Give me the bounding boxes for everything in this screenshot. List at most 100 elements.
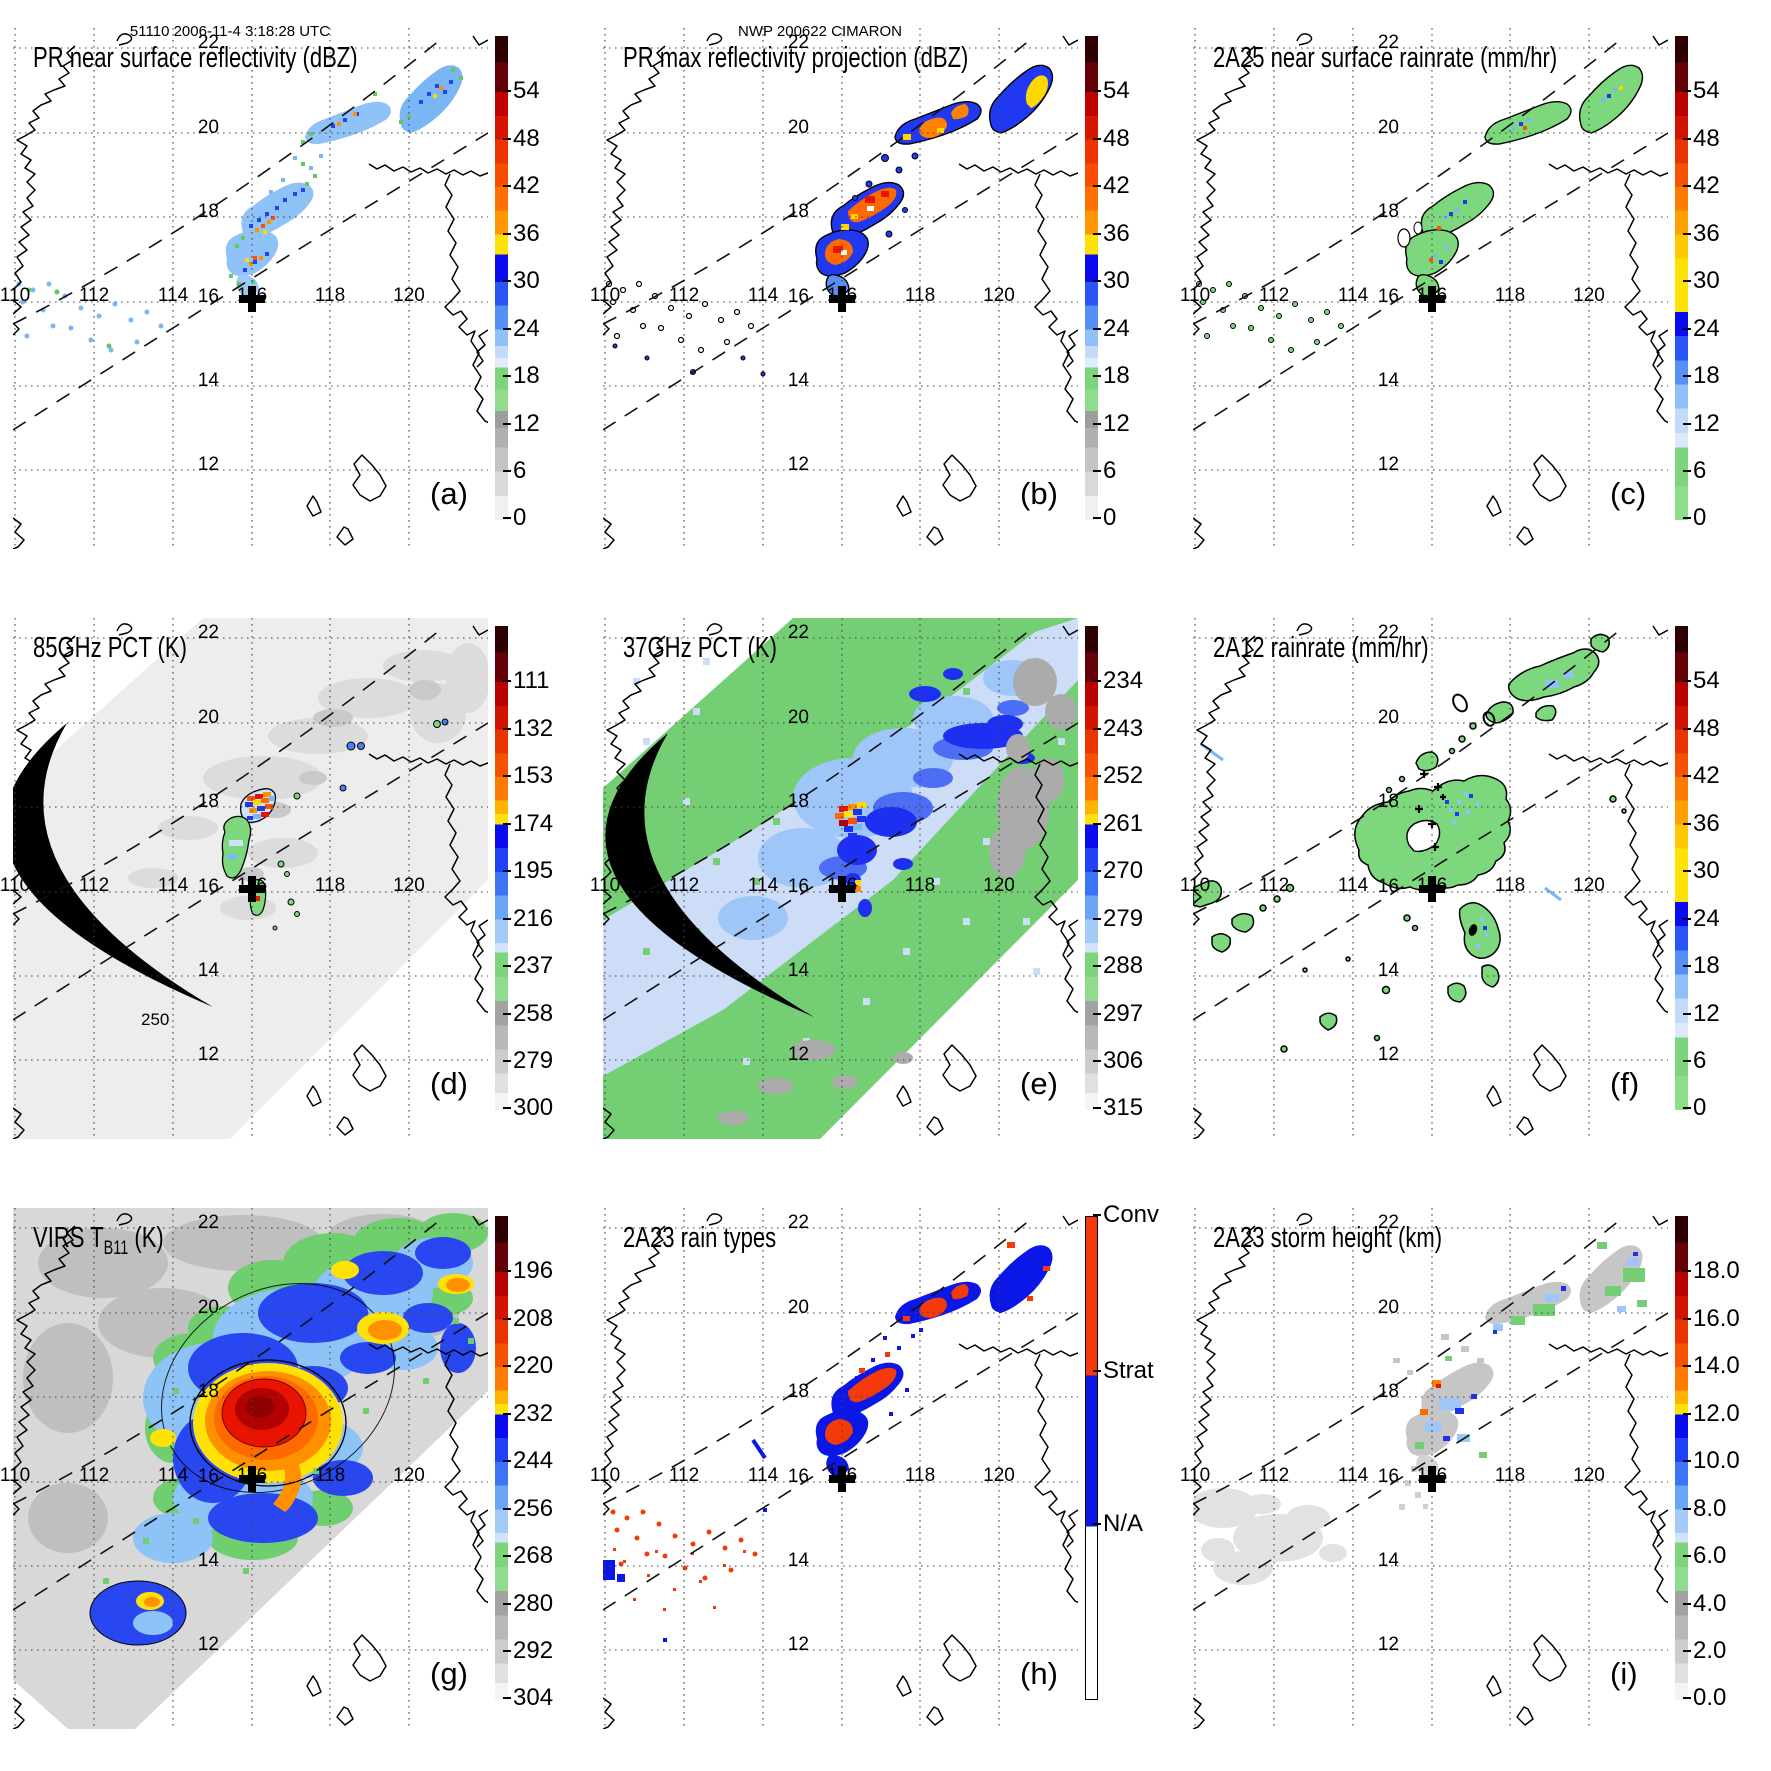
panel-title: PR max reflectivity projection (dBZ) (623, 42, 969, 74)
colorbar-tick-label: 16.0 (1683, 1305, 1740, 1332)
map-d: 110112114116118120222018161412 250 (0, 618, 488, 1139)
colorbar-tick-label: 8.0 (1682, 1495, 1727, 1522)
map-f: 110112114116118120222018161412 (1180, 618, 1668, 1139)
panel-title: 2A12 rainrate (mm/hr) (1213, 632, 1429, 664)
colorbar-tick-label: 18 (1683, 362, 1720, 389)
colorbar-tick-label: 6 (1682, 457, 1707, 484)
colorbar-tick-label: 48 (1683, 715, 1720, 742)
colorbar-tick-label: 270 (1092, 857, 1144, 884)
colorbar-tick-label: 30 (1683, 857, 1720, 884)
panel-title: PR near surface reflectivity (dBZ) (33, 42, 358, 74)
colorbar-pct (495, 626, 508, 1110)
colorbar-tick-label: 279 (502, 1047, 554, 1074)
colorbar-dbz (495, 36, 508, 520)
colorbar-rainrate (1675, 36, 1688, 520)
colorbar-tick-label: 6 (1682, 1047, 1707, 1074)
colorbar-tick-label: 24 (1683, 905, 1720, 932)
colorbar-tick-label: 153 (502, 762, 554, 789)
colorbar-tick-label: 0 (1682, 1094, 1707, 1121)
colorbar-tick-label: 54 (503, 77, 540, 104)
map-e: 110112114116118120222018161412 (590, 618, 1078, 1139)
colorbar-tick-label: 12 (1683, 1000, 1720, 1027)
panel-letter: (d) (430, 1066, 468, 1101)
map-h: 110112114116118120222018161412 (590, 1208, 1078, 1729)
panel-e: 110112114116118120222018161412 37GHz PCT… (590, 590, 1180, 1180)
panel-title: 37GHz PCT (K) (623, 632, 777, 664)
panel-letter: (e) (1020, 1066, 1058, 1101)
colorbar-tick-label: Strat (1093, 1357, 1154, 1384)
colorbar-tick-label: 195 (502, 857, 554, 884)
colorbar-tick-label: 315 (1092, 1094, 1144, 1121)
colorbar-tick-label: 12 (1093, 410, 1130, 437)
panel-c: 110112114116118120222018161412 2A25 near… (1180, 0, 1770, 590)
colorbar-tick-label: 54 (1683, 667, 1720, 694)
colorbar-tick-label: 6 (1092, 457, 1117, 484)
colorbar-tick-label: N/A (1092, 1510, 1144, 1537)
colorbar-tick-label: 280 (502, 1590, 554, 1617)
panel-letter: (c) (1610, 476, 1647, 511)
panel-title: 85GHz PCT (K) (33, 632, 187, 664)
colorbar-rainrate (1675, 626, 1688, 1110)
orbit-timestamp-header: 51110 2006-11-4 3:18:28 UTC (129, 23, 331, 40)
panel-letter: (h) (1020, 1656, 1058, 1691)
colorbar-tick-label: 12 (1683, 410, 1720, 437)
map-g: 110112114116118120222018161412 (0, 1208, 488, 1729)
map-b: 110112114116118120222018161412 (590, 28, 1078, 549)
colorbar-tick-label: 304 (502, 1684, 554, 1711)
panel-a: 51110 2006-11-4 3:18:28 UTC 110112114116… (0, 0, 590, 590)
pct-contour-label: 250 (141, 1010, 170, 1029)
colorbar-tick-label: 174 (502, 810, 554, 837)
colorbar-tick-label: 12.0 (1683, 1400, 1740, 1427)
colorbar-tick-label: 36 (1683, 220, 1720, 247)
colorbar-tick-label: 36 (503, 220, 540, 247)
colorbar-tick-label: 306 (1092, 1047, 1144, 1074)
panel-i: 110112114116118120222018161412 2A23 stor… (1180, 1180, 1770, 1770)
colorbar-tick-label: 24 (1093, 315, 1130, 342)
colorbar-tick-label: 261 (1092, 810, 1144, 837)
storm-name-header: NWP 200622 CIMARON (738, 23, 902, 40)
colorbar-rain-types (1085, 1216, 1098, 1700)
colorbar-tick-label: 14.0 (1683, 1352, 1740, 1379)
colorbar-tick-label: 42 (1683, 172, 1720, 199)
colorbar-tick-label: 268 (502, 1542, 554, 1569)
colorbar-tick-label: 30 (503, 267, 540, 294)
colorbar-tick-label: 2.0 (1682, 1637, 1727, 1664)
colorbar-tick-label: 0.0 (1682, 1684, 1727, 1711)
colorbar-pct (495, 1216, 508, 1700)
colorbar-tick-label: 24 (503, 315, 540, 342)
colorbar-tick-label: 30 (1683, 267, 1720, 294)
colorbar-tick-label: 18 (1093, 362, 1130, 389)
colorbar-tick-label: 111 (502, 667, 550, 694)
colorbar-tick-label: 252 (1092, 762, 1144, 789)
colorbar-tick-label: 24 (1683, 315, 1720, 342)
colorbar-dbz (1085, 36, 1098, 520)
colorbar-tick-label: 237 (502, 952, 554, 979)
colorbar-tick-label: 208 (502, 1305, 554, 1332)
colorbar-tick-label: 243 (1092, 715, 1144, 742)
colorbar-tick-label: 4.0 (1682, 1590, 1727, 1617)
colorbar-storm-height (1675, 1216, 1688, 1700)
colorbar-tick-label: 0 (1682, 504, 1707, 531)
colorbar-tick-label: 244 (502, 1447, 554, 1474)
colorbar-tick-label: 234 (1092, 667, 1144, 694)
panel-title: 2A23 storm height (km) (1213, 1222, 1443, 1254)
colorbar-tick-label: 12 (503, 410, 540, 437)
colorbar-tick-label: 6 (502, 457, 527, 484)
panel-g: 110112114116118120222018161412 VIRS TB11… (0, 1180, 590, 1770)
panel-b: NWP 200622 CIMARON 110112114116118120222… (590, 0, 1180, 590)
panel-title: VIRS TB11 (K) (33, 1222, 164, 1259)
colorbar-tick-label: 279 (1092, 905, 1144, 932)
colorbar-tick-label: 220 (502, 1352, 554, 1379)
panel-title: 2A25 near surface rainrate (mm/hr) (1213, 42, 1558, 74)
colorbar-tick-label: 54 (1683, 77, 1720, 104)
panel-letter: (g) (430, 1656, 468, 1691)
colorbar-tick-label: Conv (1092, 1201, 1160, 1228)
colorbar-tick-label: 297 (1092, 1000, 1144, 1027)
panel-letter: (f) (1610, 1066, 1640, 1101)
colorbar-tick-label: 36 (1683, 810, 1720, 837)
colorbar-tick-label: 6.0 (1682, 1542, 1727, 1569)
colorbar-tick-label: 10.0 (1683, 1447, 1740, 1474)
panel-title: 2A23 rain types (623, 1222, 777, 1254)
colorbar-tick-label: 42 (503, 172, 540, 199)
